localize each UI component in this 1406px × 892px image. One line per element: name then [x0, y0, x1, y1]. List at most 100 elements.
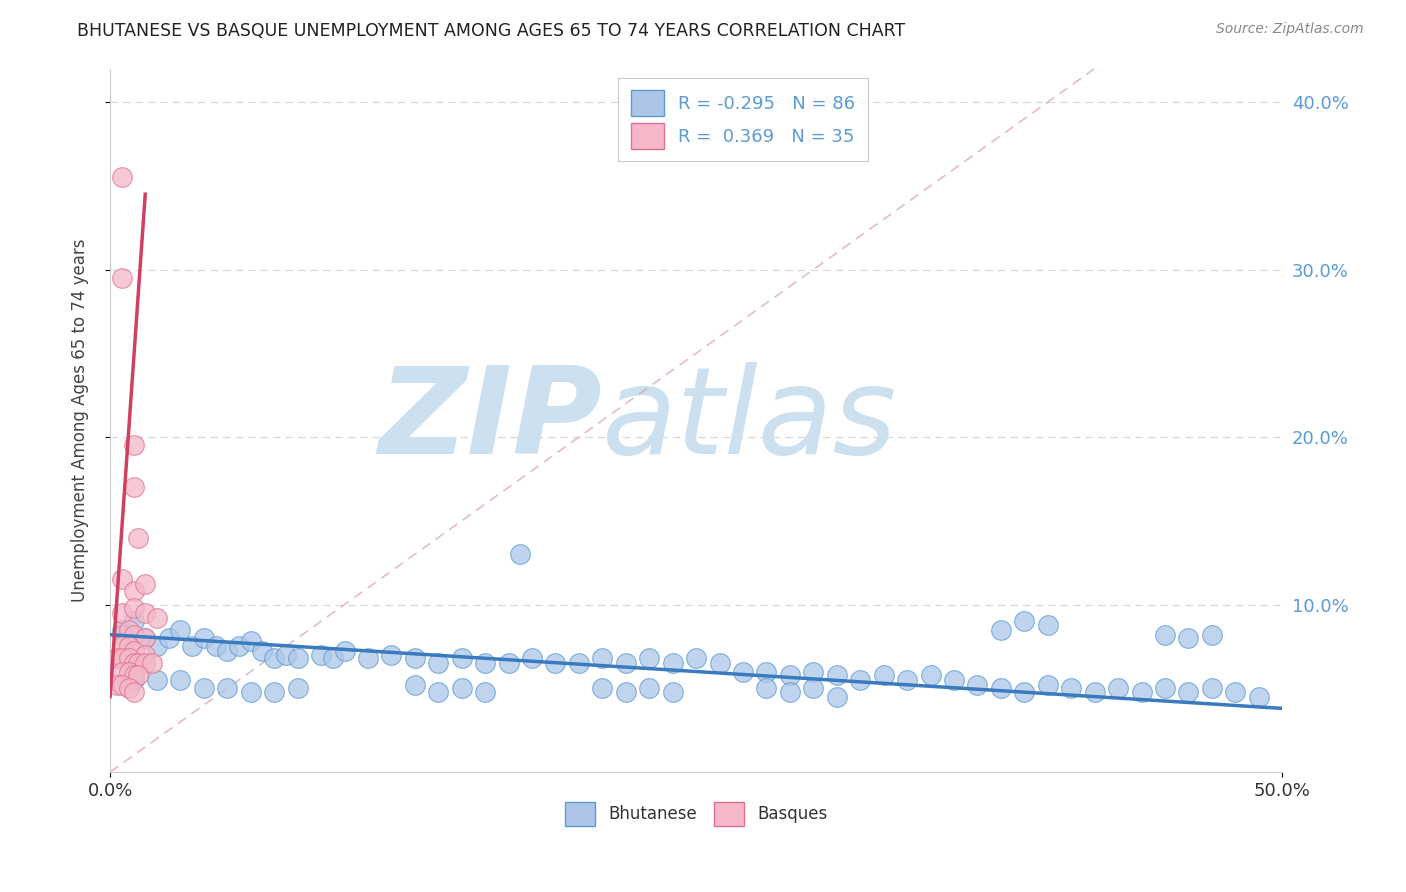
- Point: [896, 673, 918, 687]
- Point: [287, 651, 309, 665]
- Point: [111, 628, 134, 642]
- Point: [127, 656, 149, 670]
- Point: [122, 584, 145, 599]
- Point: [118, 623, 141, 637]
- Text: atlas: atlas: [602, 362, 898, 479]
- Point: [134, 606, 156, 620]
- Point: [111, 665, 134, 679]
- Point: [825, 668, 848, 682]
- Point: [146, 611, 169, 625]
- Point: [111, 606, 134, 620]
- Point: [849, 673, 872, 687]
- Point: [252, 644, 274, 658]
- Point: [709, 656, 731, 670]
- Text: Source: ZipAtlas.com: Source: ZipAtlas.com: [1216, 22, 1364, 37]
- Point: [801, 681, 824, 696]
- Point: [638, 651, 661, 665]
- Point: [134, 631, 156, 645]
- Point: [118, 651, 141, 665]
- Point: [204, 640, 226, 654]
- Point: [134, 577, 156, 591]
- Point: [685, 651, 707, 665]
- Point: [111, 170, 134, 185]
- Point: [127, 668, 149, 682]
- Point: [146, 673, 169, 687]
- Point: [122, 480, 145, 494]
- Point: [1130, 684, 1153, 698]
- Text: ZIP: ZIP: [378, 362, 602, 479]
- Point: [544, 656, 567, 670]
- Point: [169, 673, 191, 687]
- Point: [614, 656, 637, 670]
- Point: [134, 648, 156, 662]
- Point: [105, 651, 128, 665]
- Point: [122, 656, 145, 670]
- Point: [1154, 628, 1177, 642]
- Point: [1014, 684, 1036, 698]
- Point: [322, 651, 344, 665]
- Point: [779, 668, 801, 682]
- Point: [1201, 628, 1223, 642]
- Point: [1060, 681, 1083, 696]
- Point: [217, 681, 239, 696]
- Point: [427, 684, 450, 698]
- Point: [1177, 684, 1199, 698]
- Point: [263, 651, 285, 665]
- Point: [450, 651, 472, 665]
- Point: [731, 665, 754, 679]
- Point: [1225, 684, 1247, 698]
- Point: [591, 651, 613, 665]
- Point: [111, 573, 134, 587]
- Point: [263, 684, 285, 698]
- Point: [333, 644, 356, 658]
- Point: [193, 681, 215, 696]
- Point: [274, 648, 297, 662]
- Point: [568, 656, 591, 670]
- Point: [966, 678, 988, 692]
- Point: [990, 623, 1012, 637]
- Point: [239, 684, 262, 698]
- Point: [661, 656, 683, 670]
- Point: [239, 634, 262, 648]
- Point: [1201, 681, 1223, 696]
- Point: [801, 665, 824, 679]
- Point: [111, 678, 134, 692]
- Point: [228, 640, 250, 654]
- Point: [498, 656, 520, 670]
- Point: [825, 690, 848, 704]
- Point: [357, 651, 380, 665]
- Point: [450, 681, 472, 696]
- Point: [614, 684, 637, 698]
- Point: [1107, 681, 1129, 696]
- Point: [122, 628, 145, 642]
- Point: [943, 673, 966, 687]
- Point: [1014, 615, 1036, 629]
- Point: [134, 631, 156, 645]
- Point: [157, 631, 180, 645]
- Point: [990, 681, 1012, 696]
- Point: [111, 640, 134, 654]
- Point: [920, 668, 942, 682]
- Point: [661, 684, 683, 698]
- Point: [755, 681, 778, 696]
- Point: [427, 656, 450, 670]
- Point: [146, 640, 169, 654]
- Point: [520, 651, 543, 665]
- Text: BHUTANESE VS BASQUE UNEMPLOYMENT AMONG AGES 65 TO 74 YEARS CORRELATION CHART: BHUTANESE VS BASQUE UNEMPLOYMENT AMONG A…: [77, 22, 905, 40]
- Point: [591, 681, 613, 696]
- Point: [118, 640, 141, 654]
- Legend: Bhutanese, Basques: Bhutanese, Basques: [557, 794, 835, 834]
- Point: [380, 648, 402, 662]
- Point: [1036, 617, 1059, 632]
- Point: [755, 665, 778, 679]
- Point: [474, 684, 496, 698]
- Point: [122, 615, 145, 629]
- Point: [474, 656, 496, 670]
- Point: [118, 681, 141, 696]
- Point: [122, 668, 145, 682]
- Point: [217, 644, 239, 658]
- Point: [141, 656, 163, 670]
- Point: [127, 531, 149, 545]
- Point: [1177, 631, 1199, 645]
- Point: [779, 684, 801, 698]
